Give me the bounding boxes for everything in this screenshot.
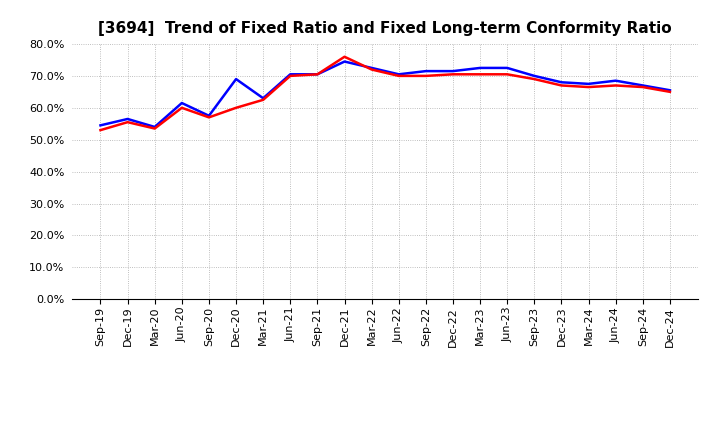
Fixed Ratio — [367, 65, 376, 70]
Fixed Ratio — [557, 80, 566, 85]
Fixed Long-term Conformity Ratio — [449, 72, 457, 77]
Fixed Ratio — [449, 69, 457, 74]
Title: [3694]  Trend of Fixed Ratio and Fixed Long-term Conformity Ratio: [3694] Trend of Fixed Ratio and Fixed Lo… — [99, 21, 672, 36]
Fixed Long-term Conformity Ratio — [286, 73, 294, 78]
Fixed Long-term Conformity Ratio — [150, 126, 159, 131]
Fixed Long-term Conformity Ratio — [611, 83, 620, 88]
Fixed Long-term Conformity Ratio — [367, 67, 376, 72]
Fixed Ratio — [150, 124, 159, 129]
Fixed Long-term Conformity Ratio — [341, 54, 349, 59]
Line: Fixed Long-term Conformity Ratio: Fixed Long-term Conformity Ratio — [101, 57, 670, 130]
Fixed Ratio — [395, 72, 403, 77]
Fixed Long-term Conformity Ratio — [503, 72, 511, 77]
Fixed Ratio — [313, 72, 322, 77]
Fixed Ratio — [178, 100, 186, 106]
Fixed Long-term Conformity Ratio — [232, 105, 240, 110]
Fixed Ratio — [204, 113, 213, 118]
Fixed Ratio — [232, 77, 240, 82]
Fixed Ratio — [665, 88, 674, 93]
Fixed Long-term Conformity Ratio — [178, 105, 186, 110]
Fixed Ratio — [96, 123, 105, 128]
Fixed Long-term Conformity Ratio — [476, 72, 485, 77]
Fixed Long-term Conformity Ratio — [96, 128, 105, 133]
Fixed Ratio — [476, 65, 485, 70]
Fixed Ratio — [286, 72, 294, 77]
Fixed Ratio — [639, 83, 647, 88]
Fixed Long-term Conformity Ratio — [395, 73, 403, 78]
Fixed Ratio — [259, 95, 268, 101]
Fixed Long-term Conformity Ratio — [204, 115, 213, 120]
Fixed Long-term Conformity Ratio — [421, 73, 430, 78]
Fixed Ratio — [421, 69, 430, 74]
Fixed Long-term Conformity Ratio — [259, 97, 268, 103]
Fixed Ratio — [584, 81, 593, 87]
Fixed Long-term Conformity Ratio — [557, 83, 566, 88]
Line: Fixed Ratio: Fixed Ratio — [101, 62, 670, 127]
Fixed Long-term Conformity Ratio — [639, 84, 647, 90]
Fixed Ratio — [123, 116, 132, 121]
Fixed Long-term Conformity Ratio — [313, 72, 322, 77]
Fixed Ratio — [530, 73, 539, 78]
Fixed Ratio — [503, 65, 511, 70]
Fixed Long-term Conformity Ratio — [530, 77, 539, 82]
Fixed Long-term Conformity Ratio — [123, 120, 132, 125]
Fixed Long-term Conformity Ratio — [665, 89, 674, 95]
Fixed Ratio — [611, 78, 620, 83]
Fixed Long-term Conformity Ratio — [584, 84, 593, 90]
Fixed Ratio — [341, 59, 349, 64]
